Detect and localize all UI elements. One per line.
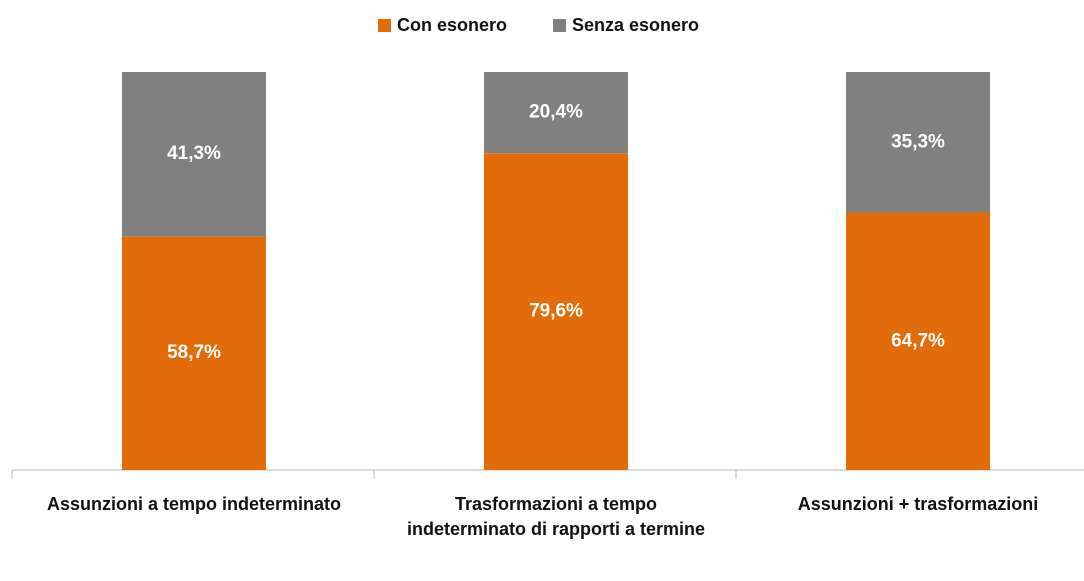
data-label: 79,6% [529, 301, 583, 322]
x-tick-label: Assunzioni a tempo indeterminato [46, 494, 342, 514]
bar-segment [484, 72, 628, 154]
legend-swatch [553, 19, 566, 32]
data-label: 41,3% [167, 143, 221, 164]
data-label: 64,7% [891, 330, 945, 351]
legend-label: Con esonero [397, 15, 507, 35]
legend-swatch [378, 19, 391, 32]
data-label: 58,7% [167, 342, 221, 363]
bar-segment [122, 72, 266, 237]
data-label: 35,3% [891, 131, 945, 152]
x-tick-label: Trasformazioni a tempo indeterminato di … [406, 494, 706, 539]
legend-label: Senza esonero [572, 15, 699, 35]
bar-segment [846, 212, 990, 470]
bar-segment [122, 236, 266, 470]
bar-segment [484, 153, 628, 470]
x-tick-label: Assunzioni + trasformazioni [797, 494, 1039, 514]
bar-segment [846, 72, 990, 213]
data-label: 20,4% [529, 102, 583, 123]
